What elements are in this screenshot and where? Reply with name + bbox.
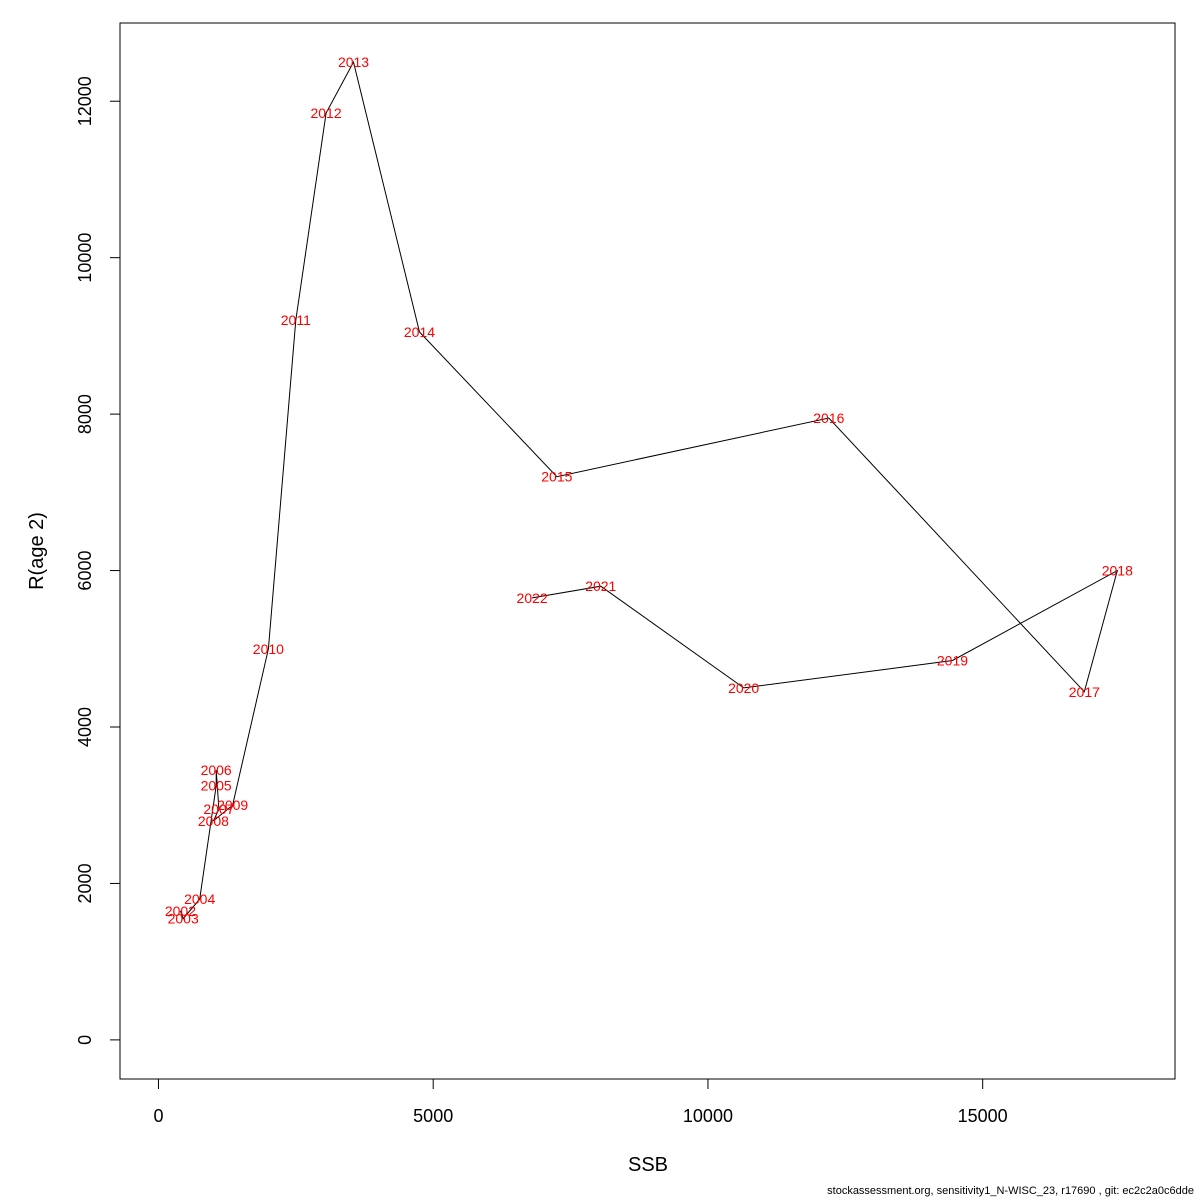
- y-tick-label: 0: [75, 1035, 95, 1045]
- y-tick-label: 10000: [75, 233, 95, 283]
- y-tick-label: 8000: [75, 394, 95, 434]
- point-label-2014: 2014: [404, 324, 435, 340]
- point-label-2017: 2017: [1069, 684, 1100, 700]
- point-label-2003: 2003: [168, 911, 199, 927]
- series-line: [179, 60, 1119, 920]
- footer-text: stockassessment.org, sensitivity1_N-WISC…: [827, 1185, 1194, 1197]
- y-tick-label: 12000: [75, 76, 95, 126]
- y-axis-title: R(age 2): [26, 512, 48, 590]
- y-axis: 0 2000 4000 6000 8000 10000 12000: [75, 76, 121, 1045]
- point-label-2011: 2011: [281, 312, 311, 328]
- point-label-2016: 2016: [813, 410, 844, 426]
- point-label-2010: 2010: [253, 641, 284, 657]
- x-tick-label: 10000: [683, 1106, 733, 1126]
- x-tick-label: 15000: [958, 1106, 1008, 1126]
- x-axis: 0 5000 10000 15000: [153, 1078, 1008, 1126]
- y-tick-label: 4000: [75, 707, 95, 747]
- point-label-2009: 2009: [217, 797, 248, 813]
- point-label-2002: 2002: [165, 903, 196, 919]
- x-tick-label: 0: [153, 1106, 163, 1126]
- point-label-2015: 2015: [541, 469, 572, 485]
- plot-frame: [119, 22, 1176, 1080]
- point-label-2005: 2005: [201, 778, 232, 794]
- point-label-2022: 2022: [517, 590, 548, 606]
- x-axis-title: SSB: [628, 1154, 668, 1176]
- point-label-2012: 2012: [310, 105, 341, 121]
- point-label-2021: 2021: [585, 578, 616, 594]
- x-tick-label: 5000: [413, 1106, 453, 1126]
- point-label-2008: 2008: [198, 813, 229, 829]
- y-tick-label: 6000: [75, 551, 95, 591]
- point-label-2004: 2004: [184, 891, 215, 907]
- point-label-2013: 2013: [338, 54, 369, 70]
- point-label-2007: 2007: [203, 801, 234, 817]
- point-label-2019: 2019: [937, 653, 968, 669]
- point-label-2020: 2020: [728, 680, 759, 696]
- point-label-2006: 2006: [201, 762, 232, 778]
- point-label-2018: 2018: [1102, 563, 1133, 579]
- y-tick-label: 2000: [75, 863, 95, 903]
